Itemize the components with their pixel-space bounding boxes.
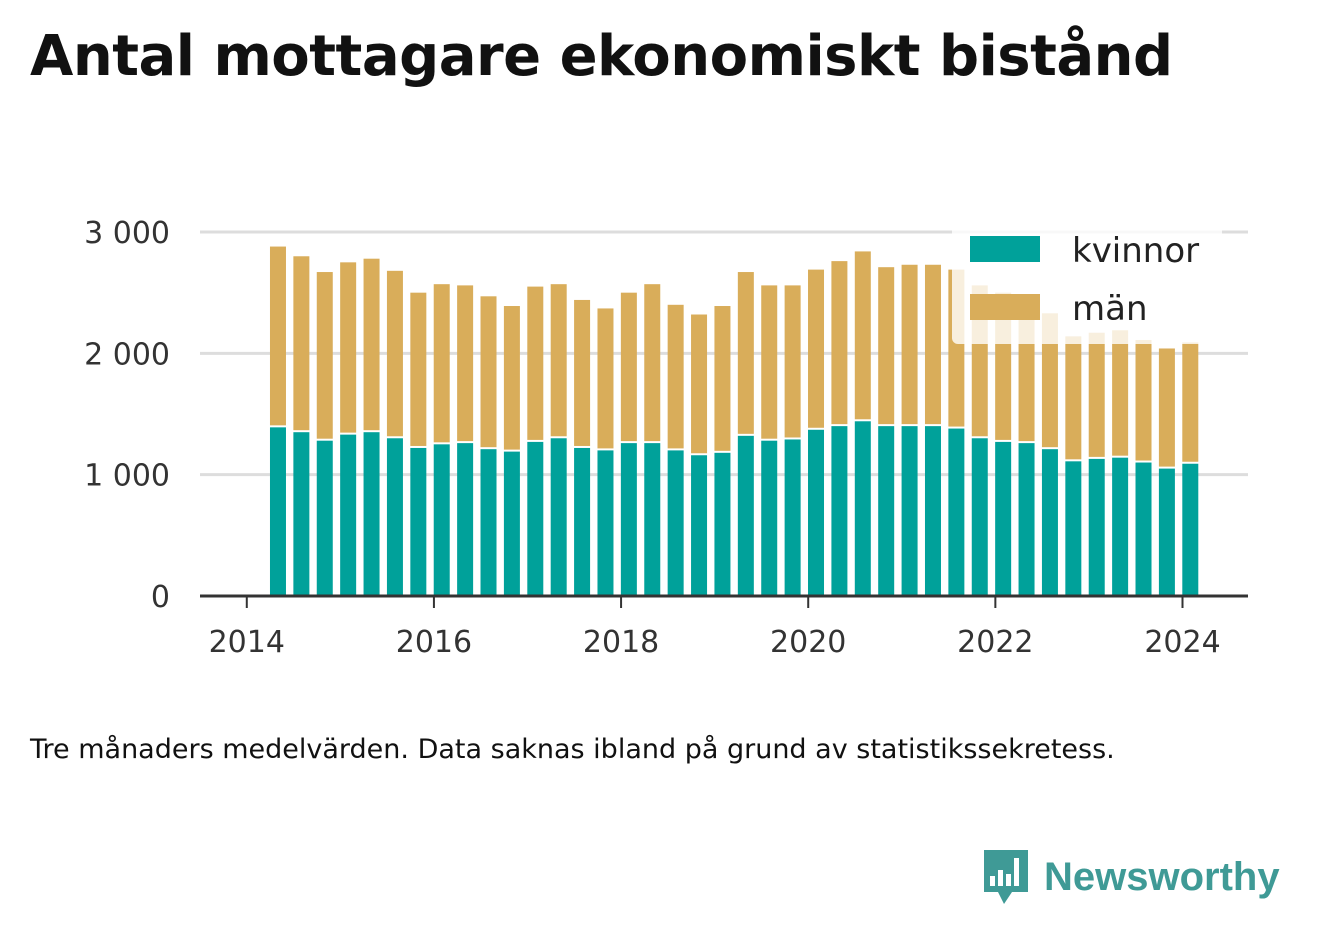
legend-label: kvinnor <box>1072 231 1199 271</box>
bar-man <box>854 251 871 420</box>
x-tick-label: 2020 <box>770 625 846 660</box>
bar-kvinnor <box>550 438 567 596</box>
y-tick-label: 2 000 <box>84 337 170 372</box>
x-tick-label: 2022 <box>957 625 1033 660</box>
bar-kvinnor <box>340 434 357 596</box>
x-tick-label: 2014 <box>209 625 285 660</box>
bar-kvinnor <box>854 421 871 596</box>
bar-man <box>761 285 778 439</box>
chart-note: Tre månaders medelvärden. Data saknas ib… <box>30 734 1115 765</box>
bar-man <box>1112 330 1129 456</box>
bar-kvinnor <box>714 452 731 596</box>
bar-man <box>433 284 450 443</box>
bar-man <box>924 264 941 425</box>
bar-kvinnor <box>527 441 544 596</box>
bar-kvinnor <box>948 428 965 596</box>
bar-kvinnor <box>293 432 310 596</box>
bar-kvinnor <box>761 440 778 596</box>
bar-man <box>1041 313 1058 448</box>
bar-man <box>1088 332 1105 457</box>
bar-man <box>269 246 286 426</box>
bar-man <box>574 299 591 446</box>
bar-kvinnor <box>1158 468 1175 596</box>
bar-man <box>784 285 801 438</box>
bar-man <box>1135 339 1152 461</box>
bar-man <box>597 308 614 449</box>
bar-man <box>503 306 520 450</box>
bar-kvinnor <box>995 441 1012 596</box>
legend-swatch <box>970 236 1040 262</box>
bar-man <box>340 262 357 433</box>
y-tick-label: 1 000 <box>84 459 170 494</box>
bar-man <box>480 296 497 448</box>
x-tick-label: 2016 <box>396 625 472 660</box>
bar-kvinnor <box>1041 449 1058 596</box>
bar-kvinnor <box>901 426 918 596</box>
bar-chart-speech-icon <box>984 850 1028 904</box>
bar-kvinnor <box>457 443 474 596</box>
bar-kvinnor <box>316 440 333 596</box>
bar-man <box>901 264 918 425</box>
x-tick-label: 2018 <box>583 625 659 660</box>
bar-kvinnor <box>1182 463 1199 596</box>
bar-kvinnor <box>597 450 614 596</box>
bar-kvinnor <box>363 432 380 596</box>
bar-kvinnor <box>1135 462 1152 596</box>
bar-man <box>386 270 403 437</box>
bar-man <box>1065 336 1082 460</box>
brand-logo: Newsworthy <box>980 846 1280 908</box>
bar-man <box>457 285 474 442</box>
y-tick-label: 0 <box>151 580 170 615</box>
bar-man <box>550 284 567 437</box>
bar-kvinnor <box>644 443 661 596</box>
bar-man <box>1158 348 1175 467</box>
legend-label: män <box>1072 289 1148 329</box>
bar-kvinnor <box>808 429 825 596</box>
bar-kvinnor <box>784 439 801 596</box>
bar-kvinnor <box>1065 461 1082 596</box>
bar-kvinnor <box>410 447 427 596</box>
bar-kvinnor <box>503 451 520 596</box>
bar-kvinnor <box>691 455 708 596</box>
bar-man <box>714 306 731 451</box>
bar-kvinnor <box>574 447 591 596</box>
bar-man <box>293 256 310 431</box>
bar-kvinnor <box>386 438 403 596</box>
bar-man <box>644 284 661 442</box>
bar-man <box>620 292 637 442</box>
bar-kvinnor <box>269 427 286 596</box>
bar-kvinnor <box>620 443 637 596</box>
bar-man <box>527 286 544 440</box>
bar-kvinnor <box>1088 458 1105 596</box>
chart-title: Antal mottagare ekonomiskt bistånd <box>30 24 1173 89</box>
bar-kvinnor <box>667 450 684 596</box>
bar-man <box>691 314 708 454</box>
brand-name: Newsworthy <box>1044 854 1280 899</box>
bar-man <box>808 269 825 428</box>
bar-kvinnor <box>737 435 754 596</box>
bar-man <box>737 272 754 434</box>
stacked-bar-chart: 0 1 000 2 000 3 000 2014 2016 2018 2020 2022 2024… <box>84 216 1248 660</box>
bar-man <box>316 272 333 439</box>
bar-kvinnor <box>1112 457 1129 596</box>
bar-kvinnor <box>1018 443 1035 596</box>
bar-man <box>831 261 848 425</box>
bar-kvinnor <box>831 426 848 596</box>
bar-kvinnor <box>878 426 895 596</box>
x-tick-label: 2024 <box>1144 625 1220 660</box>
bar-man <box>1182 342 1199 462</box>
bar-man <box>363 258 380 431</box>
bar-kvinnor <box>971 438 988 596</box>
legend-swatch <box>970 294 1040 320</box>
y-tick-label: 3 000 <box>84 216 170 251</box>
bar-man <box>878 267 895 425</box>
bar-kvinnor <box>480 449 497 596</box>
bar-kvinnor <box>924 426 941 596</box>
legend: kvinnor män <box>952 216 1222 344</box>
bar-man <box>667 304 684 449</box>
bar-man <box>410 292 427 446</box>
bar-kvinnor <box>433 444 450 596</box>
